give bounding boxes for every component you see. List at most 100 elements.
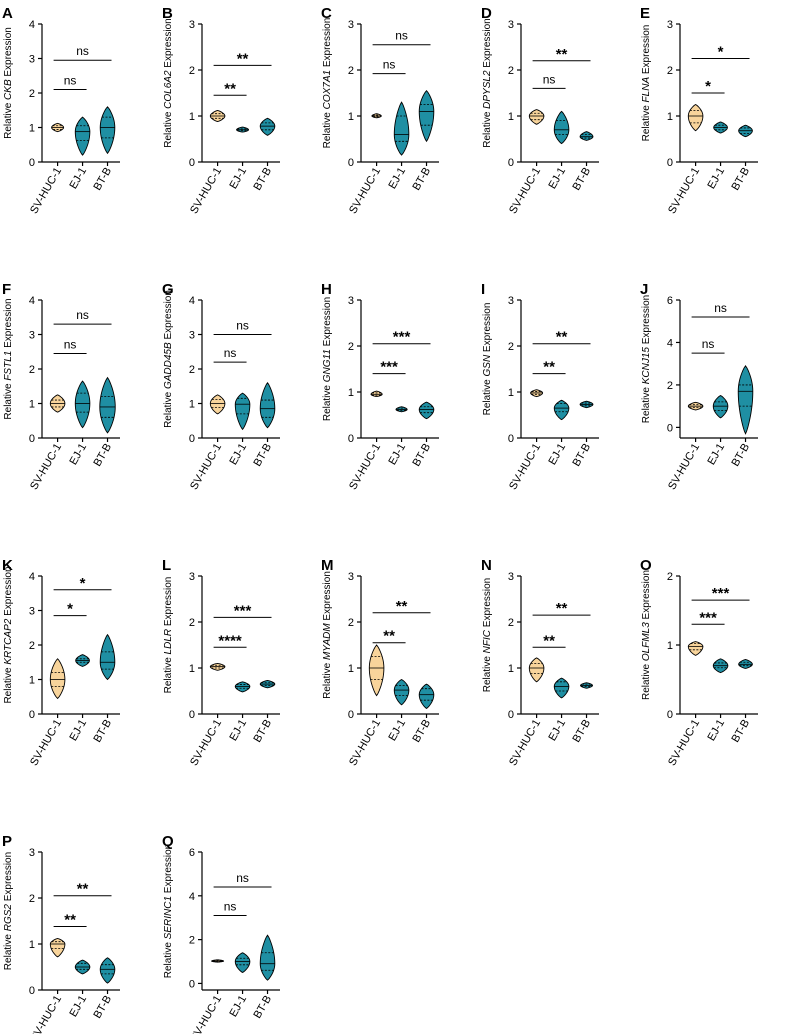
x-tick-label: BT-B <box>91 994 114 1021</box>
y-tick-label: 0 <box>348 709 354 721</box>
y-axis-label-gene: SERINC1 <box>163 896 174 939</box>
y-tick-label: 6 <box>667 295 673 307</box>
y-tick-label: 4 <box>189 295 195 307</box>
y-tick-label: 0 <box>29 709 35 721</box>
y-axis-label: Relative FSTL1 Expression <box>3 298 14 419</box>
y-axis-label-gene: GNG11 <box>322 349 333 382</box>
violin-BT-B <box>99 957 116 984</box>
x-tick-label: BT-B <box>91 442 114 469</box>
x-tick-label: EJ-1 <box>705 718 727 744</box>
x-tick-label: SV-HUC-1 <box>347 718 383 768</box>
y-tick-label: 2 <box>29 364 35 376</box>
y-axis-label-gene: COX7A1 <box>322 70 333 109</box>
significance-label: ns <box>64 74 77 88</box>
y-tick-label: 3 <box>29 847 35 859</box>
significance-label: ns <box>236 871 249 885</box>
violin-EJ-1 <box>393 101 410 156</box>
y-axis-label: Relative DPYSL2 Expression <box>482 18 493 148</box>
y-tick-label: 1 <box>667 111 673 123</box>
y-tick-label: 0 <box>29 157 35 169</box>
significance-label: ns <box>76 44 89 58</box>
violin-BT-B <box>259 117 276 136</box>
violin-SV-HUC-1 <box>370 390 383 398</box>
y-axis-label-gene: NFIC <box>482 629 493 653</box>
y-tick-label: 1 <box>348 111 354 123</box>
x-tick-label: SV-HUC-1 <box>28 442 64 492</box>
x-tick-label: EJ-1 <box>67 718 89 744</box>
y-axis-label-suffix: Expression <box>482 18 493 70</box>
violin-BT-B <box>99 106 116 155</box>
x-tick-label: BT-B <box>251 442 274 469</box>
significance-label: ** <box>556 329 568 346</box>
y-axis-label: Relative SERINC1 Expression <box>163 844 174 979</box>
y-tick-label: 2 <box>508 65 514 77</box>
violin-BT-B <box>99 633 116 681</box>
y-tick-label: 4 <box>29 571 35 583</box>
panel-label: B <box>162 5 173 22</box>
violin-BT-B <box>259 382 276 429</box>
y-tick-label: 2 <box>29 88 35 100</box>
x-tick-label: SV-HUC-1 <box>188 442 224 492</box>
y-axis-label-suffix: Expression <box>3 852 14 904</box>
violin-EJ-1 <box>553 677 570 699</box>
violin-BT-B <box>99 376 116 434</box>
y-tick-label: 0 <box>667 157 673 169</box>
y-tick-label: 2 <box>189 364 195 376</box>
y-axis-label-prefix: Relative <box>163 109 174 148</box>
significance-label: ** <box>64 912 76 929</box>
y-axis-label-gene: FSTL1 <box>3 351 14 381</box>
significance-label: **** <box>218 632 242 649</box>
panel-Q: Q 0 2 4 6 Relative SERINC1 Expression SV-HUC-1… <box>162 833 280 1034</box>
x-tick-label: BT-B <box>570 718 593 745</box>
y-tick-label: 1 <box>29 123 35 135</box>
significance-label: ** <box>543 359 555 376</box>
y-tick-label: 3 <box>348 19 354 31</box>
y-axis-label: Relative GSN Expression <box>482 303 493 416</box>
y-tick-label: 0 <box>348 433 354 445</box>
y-axis-label-suffix: Expression <box>3 27 14 79</box>
x-tick-label: SV-HUC-1 <box>666 166 702 216</box>
y-axis-label-suffix: Expression <box>482 578 493 630</box>
y-tick-label: 1 <box>189 663 195 675</box>
y-axis-label-gene: OLFML3 <box>641 622 652 661</box>
panel-label: E <box>640 5 650 22</box>
significance-label: ** <box>77 881 89 898</box>
x-tick-label: SV-HUC-1 <box>666 718 702 768</box>
significance-label: ns <box>224 900 237 914</box>
violin-EJ-1 <box>234 681 251 693</box>
y-tick-label: 0 <box>508 157 514 169</box>
x-tick-label: EJ-1 <box>705 442 727 468</box>
significance-label: * <box>80 575 86 592</box>
y-axis-label: Relative CKB Expression <box>3 27 14 139</box>
y-axis-label-suffix: Expression <box>163 844 174 896</box>
y-tick-label: 1 <box>29 939 35 951</box>
panel-label: C <box>321 5 332 22</box>
y-tick-label: 1 <box>29 399 35 411</box>
x-tick-label: SV-HUC-1 <box>347 442 383 492</box>
panel-label: H <box>321 281 332 298</box>
y-tick-label: 2 <box>189 65 195 77</box>
x-tick-label: EJ-1 <box>386 718 408 744</box>
violin-SV-HUC-1 <box>687 103 704 132</box>
y-tick-label: 1 <box>667 640 673 652</box>
x-tick-label: BT-B <box>91 166 114 193</box>
violin-EJ-1 <box>74 116 91 156</box>
y-axis-label-gene: COL6A2 <box>163 70 174 109</box>
y-tick-label: 2 <box>189 935 195 947</box>
violin-BT-B <box>579 131 594 141</box>
y-tick-label: 0 <box>508 433 514 445</box>
x-tick-label: BT-B <box>91 718 114 745</box>
y-axis-label-prefix: Relative <box>322 109 333 148</box>
significance-label: *** <box>234 602 252 619</box>
x-tick-label: BT-B <box>251 166 274 193</box>
x-tick-label: SV-HUC-1 <box>666 442 702 492</box>
y-tick-label: 3 <box>29 330 35 342</box>
y-axis-label-gene: DPYSL2 <box>482 70 493 109</box>
panel-label: D <box>481 5 492 22</box>
violin-BT-B <box>418 401 435 420</box>
y-tick-label: 4 <box>189 891 195 903</box>
y-axis-label-gene: LDLR <box>163 629 174 655</box>
y-tick-label: 0 <box>29 985 35 997</box>
x-tick-label: EJ-1 <box>67 442 89 468</box>
panel-label: O <box>640 557 652 574</box>
